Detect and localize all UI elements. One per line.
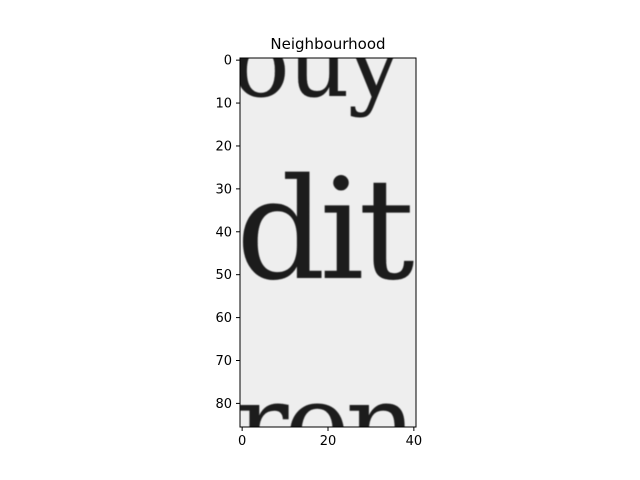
y-tick-label-0: 0 xyxy=(224,54,232,69)
y-tick-label-8: 80 xyxy=(215,397,232,412)
image-text-top: ouy xyxy=(232,7,402,119)
heatmap-image: ouy dit ren xyxy=(232,7,416,480)
y-tick-label-7: 70 xyxy=(215,354,232,369)
y-tick-label-6: 60 xyxy=(215,311,232,326)
x-tick-label-1: 20 xyxy=(320,434,337,449)
y-tick-label-5: 50 xyxy=(215,268,232,283)
chart-title: Neighbourhood xyxy=(270,35,385,53)
image-background xyxy=(240,58,416,427)
x-axis: 0 20 40 xyxy=(238,427,422,449)
y-tick-label-3: 30 xyxy=(215,182,232,197)
x-tick-label-2: 40 xyxy=(406,434,423,449)
y-tick-label-1: 10 xyxy=(215,97,232,112)
x-tick-label-0: 0 xyxy=(238,434,246,449)
y-tick-label-4: 40 xyxy=(215,225,232,240)
image-text-bottom: ren xyxy=(236,360,414,480)
y-tick-label-2: 20 xyxy=(215,139,232,154)
image-text-middle: dit xyxy=(236,149,414,312)
y-axis: 0 10 20 30 40 50 60 70 80 xyxy=(215,54,240,412)
